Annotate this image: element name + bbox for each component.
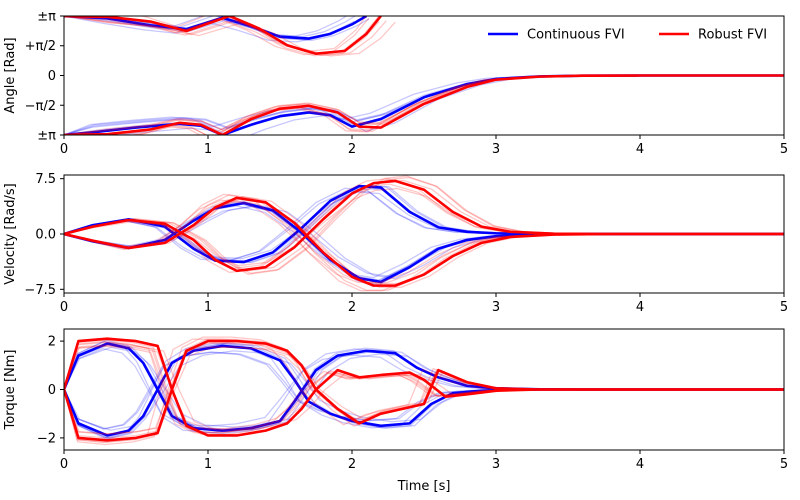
series-faint-line xyxy=(64,191,783,260)
y-tick-label: +π/2 xyxy=(25,39,56,54)
plot-area xyxy=(64,175,784,292)
y-axis-label: Angle [Rad] xyxy=(3,37,18,113)
series-line xyxy=(64,179,784,273)
legend-label: Robust FVI xyxy=(698,28,767,43)
series-line xyxy=(64,74,784,135)
subplot-2: 0 1 2 3 4 5 7.5 0.0 −7.5 Velocity [Rad/s] xyxy=(3,172,788,315)
x-tick-label: 2 xyxy=(348,457,356,472)
series-line xyxy=(64,339,784,442)
legend: Continuous FVI Robust FVI xyxy=(488,28,767,43)
plot-area xyxy=(64,336,784,446)
y-tick-label: 0 xyxy=(48,69,56,84)
series-faint-line xyxy=(64,345,774,430)
series-faint-line xyxy=(64,16,370,56)
y-tick-label: −2 xyxy=(37,431,56,446)
series-faint-line xyxy=(64,187,770,262)
series-line xyxy=(64,344,784,437)
plot-area xyxy=(64,16,784,135)
y-tick-label: ±π xyxy=(37,129,56,144)
y-tick-label: −7.5 xyxy=(24,283,56,298)
x-tick-label: 0 xyxy=(60,457,68,472)
x-tick-label: 2 xyxy=(348,300,356,315)
x-tick-label: 0 xyxy=(60,142,68,157)
y-tick-label: 2 xyxy=(48,335,56,350)
y-tick-label: ±π xyxy=(37,10,56,25)
y-axis-label: Torque [Nm] xyxy=(3,350,18,431)
x-tick-label: 2 xyxy=(348,142,356,157)
x-tick-label: 4 xyxy=(636,457,644,472)
subplot-3: 0 1 2 3 4 5 2 0 −2 Torque [Nm] Time [s] xyxy=(3,328,788,494)
x-tick-label: 5 xyxy=(780,300,788,315)
x-axis-label: Time [s] xyxy=(397,479,451,494)
legend-label: Continuous FVI xyxy=(527,28,625,43)
series-line xyxy=(64,16,382,56)
series-faint-line xyxy=(64,341,771,434)
y-tick-label: 0.0 xyxy=(35,228,56,243)
x-tick-label: 3 xyxy=(492,457,500,472)
x-tick-label: 4 xyxy=(636,142,644,157)
y-tick-label: −π/2 xyxy=(25,99,56,114)
series-faint-line xyxy=(64,16,396,57)
x-tick-label: 1 xyxy=(204,300,212,315)
x-tick-label: 3 xyxy=(492,142,500,157)
x-tick-label: 5 xyxy=(780,142,788,157)
series-line xyxy=(64,196,784,287)
x-tick-label: 3 xyxy=(492,300,500,315)
series-faint-line xyxy=(64,74,784,135)
y-axis-label: Velocity [Rad/s] xyxy=(3,183,18,284)
x-tick-label: 5 xyxy=(780,457,788,472)
x-tick-label: 4 xyxy=(636,300,644,315)
subplot-1: 0 1 2 3 4 5 ±π +π/2 0 −π/2 ±π Angle [Rad] Continuous… xyxy=(3,10,788,158)
x-tick-label: 0 xyxy=(60,300,68,315)
x-tick-label: 1 xyxy=(204,457,212,472)
y-tick-label: 7.5 xyxy=(35,172,56,187)
x-tick-label: 1 xyxy=(204,142,212,157)
y-tick-label: 0 xyxy=(48,383,56,398)
